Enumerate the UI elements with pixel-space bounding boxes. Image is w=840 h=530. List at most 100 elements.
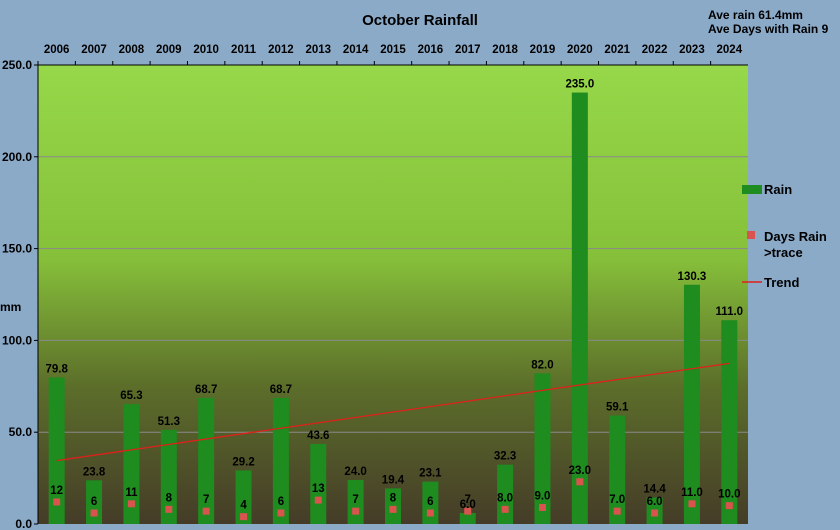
trend-line	[56, 362, 730, 462]
days-marker	[688, 500, 696, 508]
rain-bar	[459, 512, 476, 524]
rain-bar	[571, 92, 588, 524]
x-tick-label: 2014	[343, 44, 369, 56]
rain-value-label: 59.1	[606, 401, 629, 413]
annotation-ave-days: Ave Days with Rain 9	[708, 22, 829, 36]
days-marker	[352, 507, 360, 515]
rain-value-label: 32.3	[494, 451, 516, 463]
x-tick-label: 2021	[604, 44, 630, 56]
rain-bar	[160, 429, 177, 524]
legend-trend-label: Trend	[764, 275, 799, 290]
days-marker	[576, 478, 584, 486]
rain-value-label: 65.3	[120, 390, 142, 402]
rain-bar	[721, 320, 738, 524]
rain-value-label: 14.4	[643, 484, 666, 496]
trend-line-path	[56, 362, 730, 462]
legend-rain-swatch	[742, 185, 762, 194]
days-value-label: 6	[91, 496, 97, 508]
days-marker	[165, 505, 173, 513]
x-tick-label: 2010	[193, 44, 219, 56]
days-marker	[501, 505, 509, 513]
x-tick-label: 2020	[567, 44, 593, 56]
x-tick-label: 2023	[679, 44, 705, 56]
days-marker	[538, 503, 546, 511]
x-tick-label: 2013	[305, 44, 331, 56]
rain-value-label: 29.2	[232, 456, 254, 468]
y-tick-label: 250.0	[2, 58, 32, 72]
days-value-label: 7	[352, 494, 358, 506]
days-value-label: 6.0	[647, 496, 663, 508]
rain-bar	[609, 415, 626, 524]
rain-value-label: 79.8	[45, 363, 68, 375]
days-value-label: 6	[427, 496, 433, 508]
y-tick-label: 50.0	[9, 425, 33, 439]
bar-series	[48, 92, 738, 524]
x-tick-label: 2019	[530, 44, 556, 56]
days-value-label: 8	[390, 492, 397, 504]
rain-value-label: 51.3	[158, 416, 180, 428]
rain-value-label: 82.0	[531, 359, 553, 371]
days-value-label: 11	[125, 487, 138, 499]
days-marker	[53, 498, 61, 506]
axes: 0.0 50.0 100.0 150.0 200.0 250.0 2006 2007 2008 2…	[2, 44, 748, 530]
rain-value-label: 23.1	[419, 468, 442, 480]
y-tick-label: 200.0	[2, 150, 32, 164]
rain-value-label: 111.0	[716, 306, 744, 318]
y-tick-label: 100.0	[2, 333, 32, 347]
days-value-label: 9.0	[534, 490, 550, 502]
rain-bar	[497, 464, 514, 524]
rain-bar	[198, 397, 215, 524]
days-value-label: 11.0	[681, 487, 703, 499]
rain-bar	[48, 377, 65, 524]
days-value-label: 7	[465, 494, 471, 506]
rain-bar	[422, 481, 439, 524]
x-tick-label: 2006	[44, 44, 70, 56]
days-value-label: 4	[240, 500, 247, 512]
y-axis-label: mm	[0, 300, 21, 314]
legend-days-swatch	[747, 231, 755, 239]
rain-value-label: 235.0	[565, 79, 594, 91]
x-tick-label: 2022	[642, 44, 668, 56]
days-value-label: 23.0	[569, 465, 591, 477]
rain-bar	[534, 373, 551, 524]
chart-title: October Rainfall	[362, 12, 478, 29]
x-tick-label: 2011	[231, 44, 257, 56]
rain-bar	[310, 443, 327, 524]
rain-value-label: 24.0	[344, 466, 366, 478]
days-marker	[314, 496, 322, 504]
x-tick-label: 2016	[418, 44, 444, 56]
plot-area	[38, 65, 748, 524]
days-value-label: 10.0	[718, 489, 740, 501]
legend-rain-label: Rain	[764, 182, 792, 197]
x-tick-label: 2008	[119, 44, 145, 56]
rain-bar	[347, 479, 364, 524]
rain-value-label: 68.7	[270, 384, 292, 396]
x-tick-label: 2007	[81, 44, 107, 56]
rain-value-label: 6.0	[460, 499, 476, 511]
days-marker	[464, 507, 472, 515]
rain-value-label: 23.8	[83, 466, 106, 478]
rain-value-label: 68.7	[195, 384, 217, 396]
days-value-label: 8.0	[497, 492, 513, 504]
days-marker	[389, 505, 397, 513]
x-tick-label: 2012	[268, 44, 294, 56]
days-value-label: 8	[166, 492, 173, 504]
x-tick-label: 2009	[156, 44, 182, 56]
x-tick-label: 2018	[492, 44, 518, 56]
days-value-label: 6	[278, 496, 284, 508]
days-marker	[90, 509, 98, 517]
days-value-label: 7.0	[609, 494, 625, 506]
x-tick-label: 2017	[455, 44, 481, 56]
x-tick-label: 2015	[380, 44, 406, 56]
days-marker	[127, 500, 135, 508]
days-marker	[240, 513, 248, 521]
annotation-ave-rain: Ave rain 61.4mm	[708, 8, 803, 22]
rain-bar	[123, 404, 140, 524]
legend-days-label-1: Days Rain	[764, 229, 827, 244]
rain-value-label: 130.3	[678, 271, 707, 283]
days-marker	[277, 509, 285, 517]
data-labels: 79.8 23.8 65.3 51.3 68.7 29.2 68.7 43.6 24.0 19.4…	[45, 79, 743, 512]
marker-series	[53, 478, 733, 521]
days-marker	[426, 509, 434, 517]
x-tick-label: 2024	[717, 44, 743, 56]
